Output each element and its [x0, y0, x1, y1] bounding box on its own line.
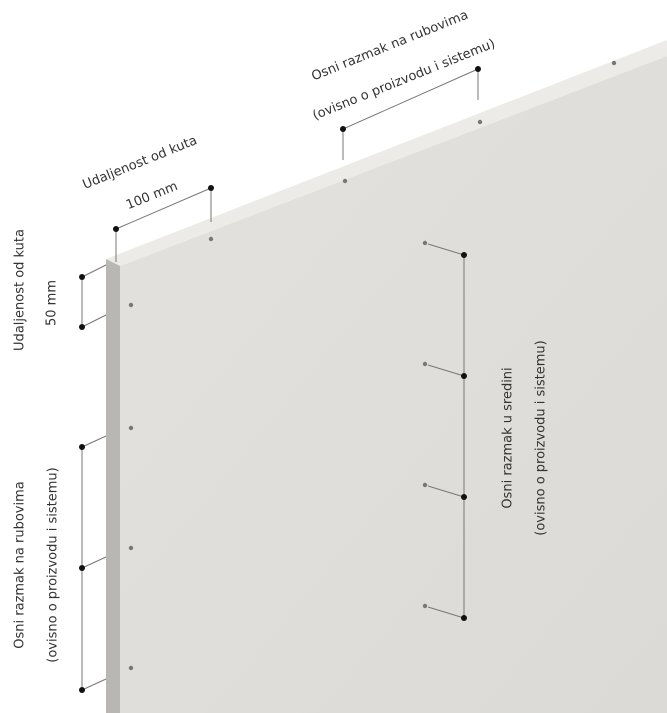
top-dimensions	[113, 66, 481, 262]
screws	[128, 60, 617, 671]
label: 100 mm	[124, 179, 180, 213]
label: Osni razmak u sredini	[501, 367, 516, 508]
label: Osni razmak na rubovima	[310, 8, 471, 85]
middle-dimension	[427, 243, 467, 621]
label: (ovisno o proizvodu i sistemu)	[311, 36, 498, 123]
label: Udaljenost od kuta	[81, 133, 200, 193]
label: 50 mm	[45, 280, 60, 326]
left-dimensions	[79, 264, 107, 693]
label: (ovisno o proizvodu i sistemu)	[46, 467, 61, 662]
board-top-edge	[106, 40, 667, 266]
board-left-edge	[106, 259, 120, 713]
board-face	[120, 56, 667, 713]
label: (ovisno o proizvodu i sistemu)	[534, 340, 549, 535]
label: Osni razmak na rubovima	[13, 481, 28, 648]
label: Udaljenost od kuta	[13, 229, 28, 351]
